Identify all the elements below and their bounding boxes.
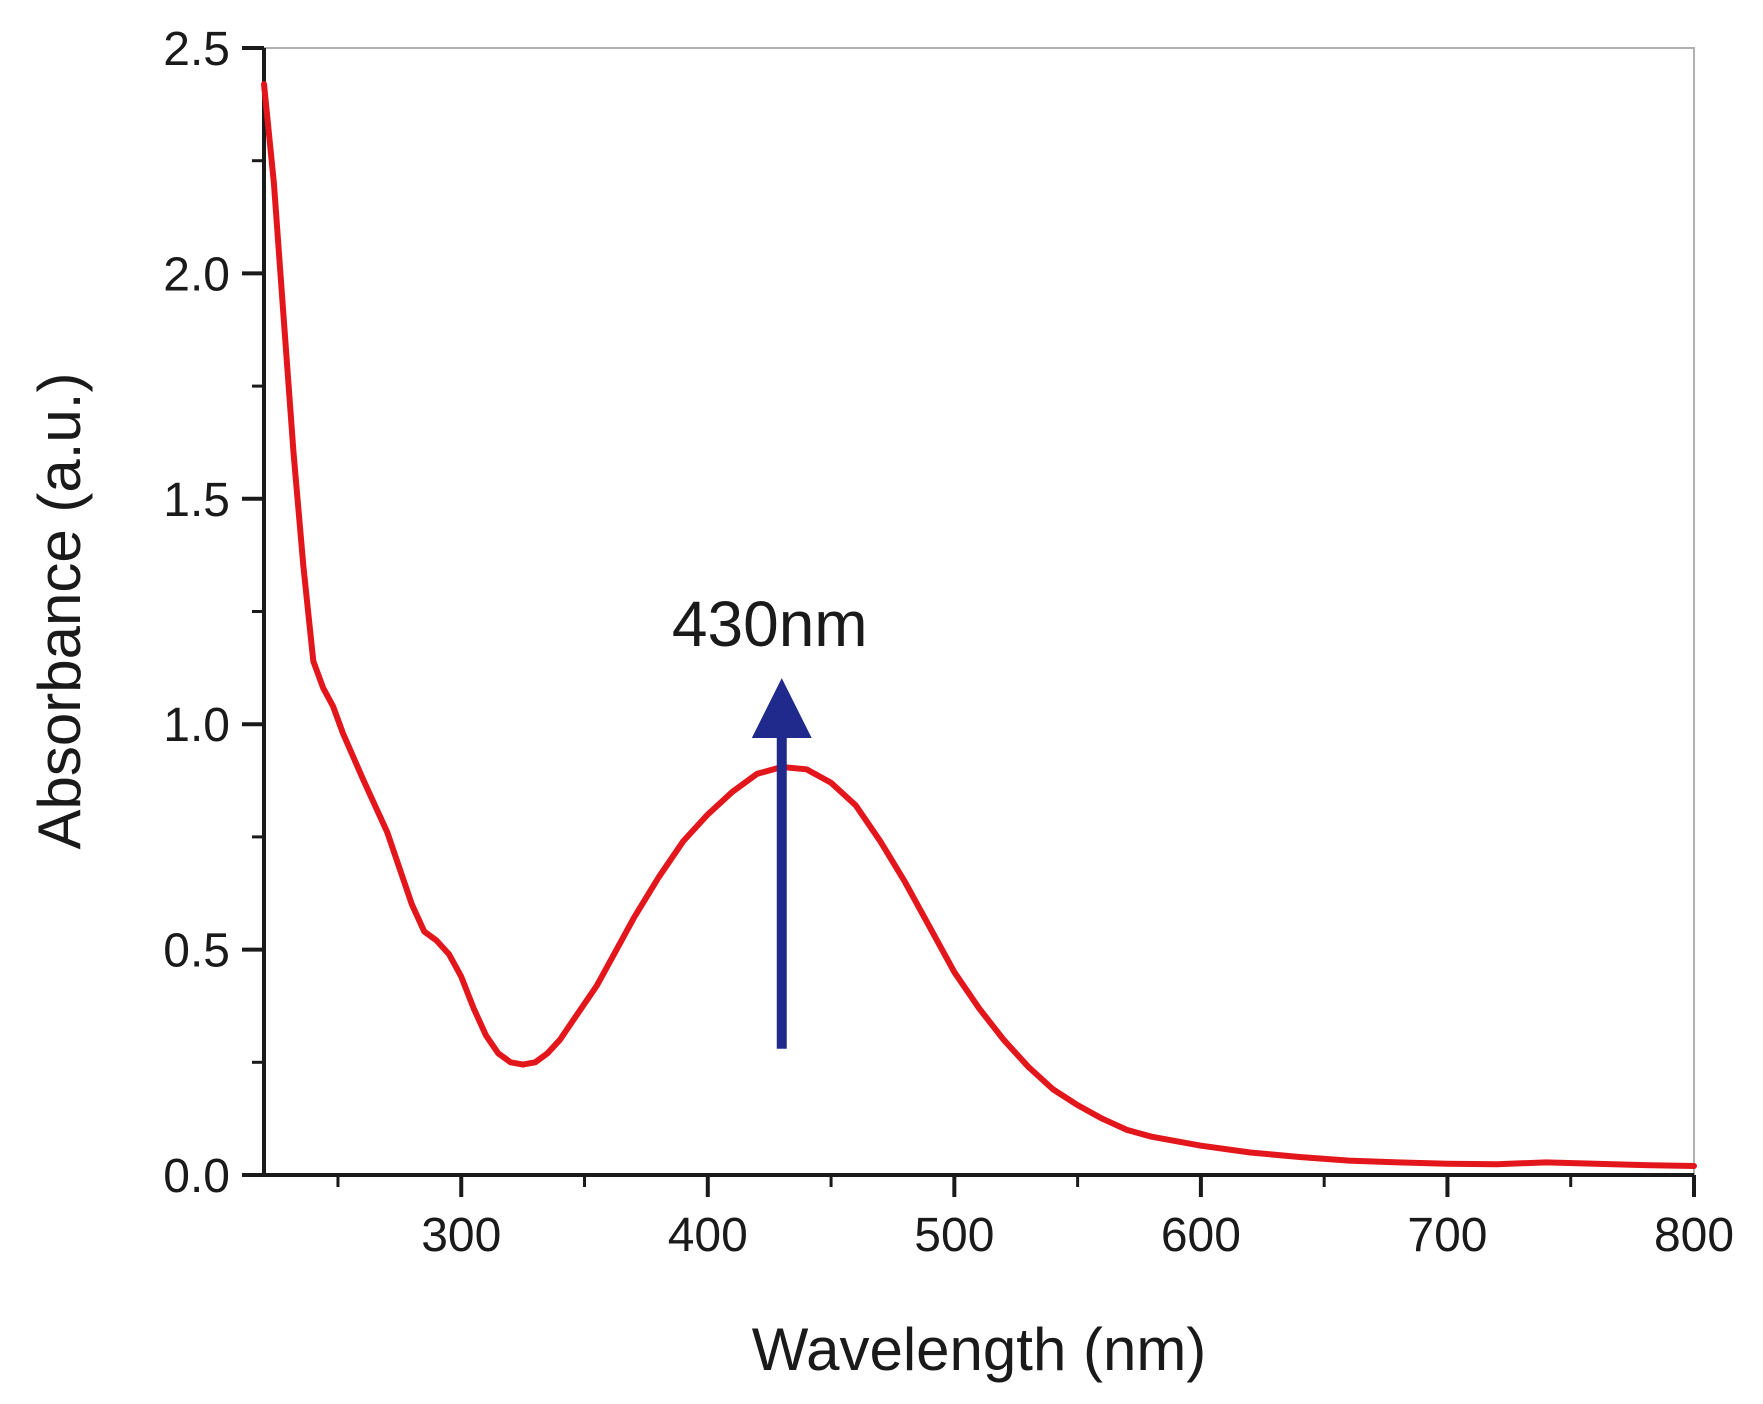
y-tick-label: 1.0	[163, 699, 230, 752]
y-axis-title: Absorbance (a.u.)	[26, 373, 93, 850]
x-tick-label: 300	[421, 1209, 501, 1262]
series-line-absorbance	[261, 81, 1697, 1169]
series-layer	[261, 81, 1697, 1169]
x-tick-label: 800	[1654, 1209, 1734, 1262]
x-axis-title: Wavelength (nm)	[752, 1316, 1207, 1383]
peak-annotation-label: 430nm	[672, 588, 868, 660]
x-tick-label: 600	[1161, 1209, 1241, 1262]
y-tick-label: 2.0	[163, 248, 230, 301]
y-tick-label: 0.0	[163, 1150, 230, 1203]
y-tick-label: 0.5	[163, 925, 230, 978]
x-axis-ticks: 300 400 500 600 700 800	[421, 1175, 1734, 1262]
x-tick-label: 400	[668, 1209, 748, 1262]
x-tick-label: 500	[914, 1209, 994, 1262]
y-tick-label: 2.5	[163, 23, 230, 76]
y-axis-ticks: 0.0 0.5 1.0 1.5 2.0 2.5	[163, 23, 264, 1203]
annotation-layer: 430nm	[672, 588, 868, 1049]
x-tick-label: 700	[1407, 1209, 1487, 1262]
y-tick-label: 1.5	[163, 474, 230, 527]
